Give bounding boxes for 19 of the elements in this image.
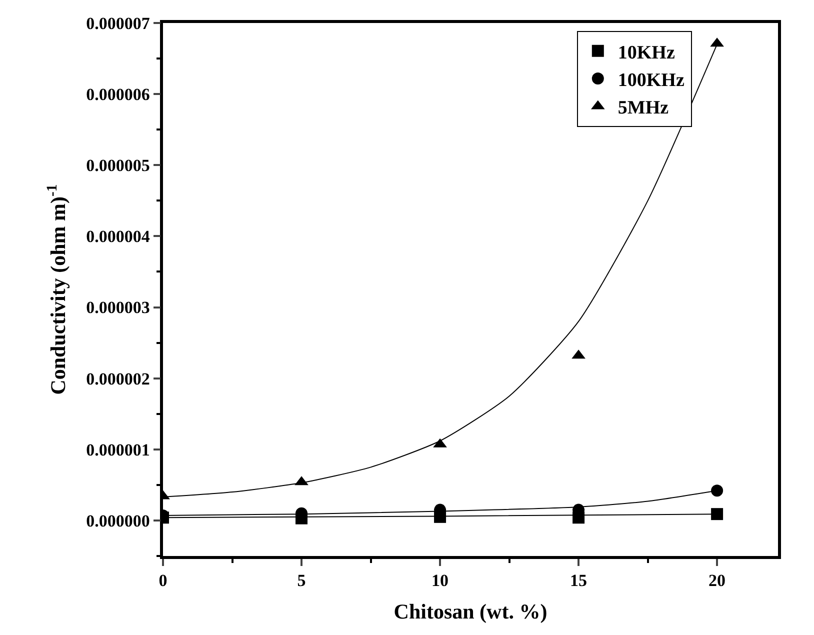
y-tick-label: 0.000002 <box>86 369 150 388</box>
x-tick-label: 0 <box>158 571 168 590</box>
point <box>711 508 724 520</box>
x-tick-label: 10 <box>432 571 449 590</box>
x-axis-title: Chitosan (wt. %) <box>394 599 548 624</box>
y-tick-label: 0.000001 <box>86 440 150 460</box>
y-tick-label: 0.000000 <box>86 511 150 530</box>
x-tick-label: 5 <box>297 571 306 590</box>
legend-label: 10KHz <box>618 42 676 64</box>
x-tick-label: 15 <box>570 571 588 590</box>
y-tick-label: 0.000007 <box>86 14 150 33</box>
y-tick-label: 0.000006 <box>86 85 150 104</box>
y-tick-label: 0.000005 <box>86 156 150 176</box>
legend-label: 5MHz <box>618 98 670 119</box>
x-tick-label: 20 <box>708 571 726 590</box>
point <box>711 484 724 497</box>
legend-label: 100KHz <box>618 70 685 91</box>
y-tick-label: 0.000003 <box>86 298 150 318</box>
y-tick-label: 0.000004 <box>86 227 150 246</box>
